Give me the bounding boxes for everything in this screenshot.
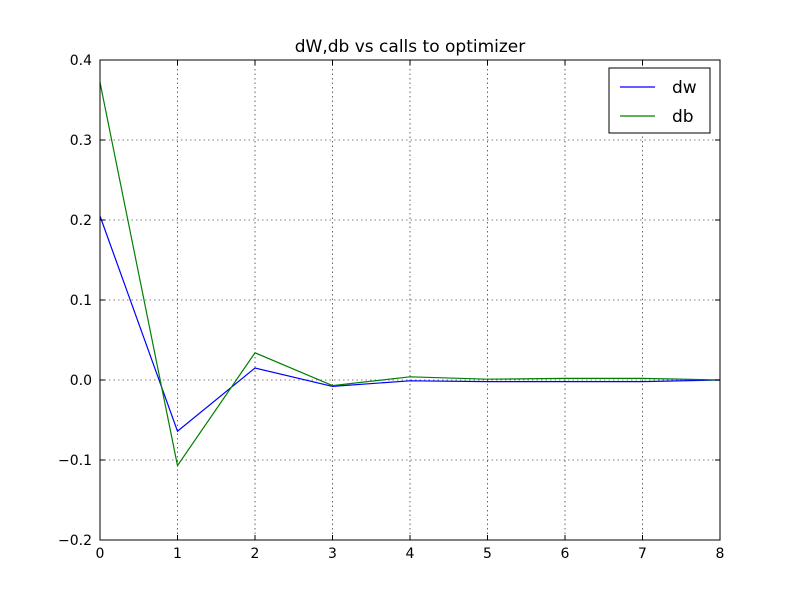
legend-box bbox=[608, 67, 711, 134]
x-tick-label: 8 bbox=[716, 546, 725, 562]
y-tick-label: 0.3 bbox=[70, 133, 92, 149]
y-tick-label: 0.4 bbox=[70, 53, 92, 69]
grid-lines bbox=[100, 60, 720, 540]
y-tick-label: 0.2 bbox=[70, 213, 92, 229]
x-tick-label: 4 bbox=[406, 546, 415, 562]
series-line-db bbox=[99, 82, 721, 468]
y-tick-label: −0.2 bbox=[58, 533, 92, 549]
legend-label-db: db bbox=[672, 107, 694, 127]
legend-label-dw: dw bbox=[672, 78, 697, 98]
x-tick-label: 6 bbox=[561, 546, 570, 562]
x-tick-label: 5 bbox=[483, 546, 492, 562]
y-tick-label: 0.0 bbox=[70, 373, 92, 389]
y-tick-label: −0.1 bbox=[58, 453, 92, 469]
series-lines bbox=[99, 82, 721, 468]
x-tick-label: 0 bbox=[96, 546, 105, 562]
x-tick-label: 3 bbox=[328, 546, 337, 562]
series-line-dw bbox=[99, 215, 721, 433]
x-tick-label: 2 bbox=[251, 546, 260, 562]
chart-title: dW,db vs calls to optimizer bbox=[295, 37, 526, 57]
legend: dw db bbox=[608, 67, 711, 134]
axis-ticks: 0 1 2 3 4 5 6 7 8 −0.2 −0.1 0.0 0.1 0.2 0.3 0.4 bbox=[58, 53, 724, 562]
x-tick-label: 7 bbox=[638, 546, 647, 562]
x-tick-label: 1 bbox=[173, 546, 182, 562]
y-tick-label: 0.1 bbox=[70, 293, 92, 309]
